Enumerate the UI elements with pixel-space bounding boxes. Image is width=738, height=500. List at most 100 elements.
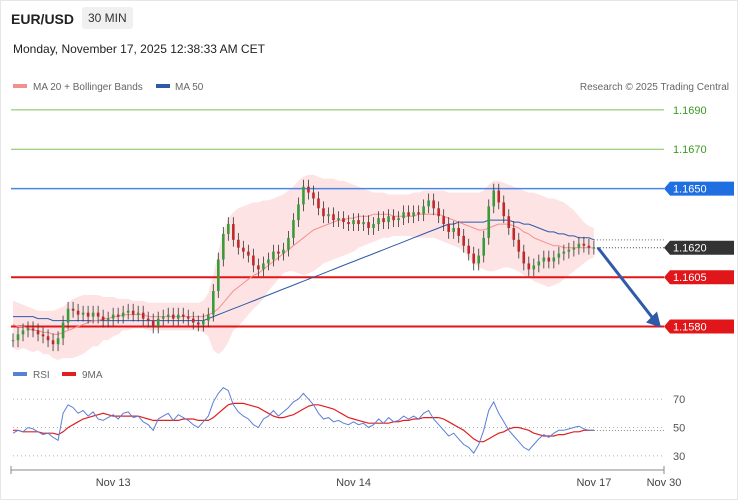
candle-body (196, 322, 200, 325)
candle (482, 230, 486, 263)
candle-body (462, 235, 465, 246)
candle (171, 307, 175, 326)
candle (136, 305, 140, 322)
candle (101, 309, 105, 328)
candle-body (247, 251, 250, 256)
candle (437, 201, 440, 224)
candle-body (507, 216, 511, 228)
candle (16, 327, 20, 348)
candle (467, 238, 470, 261)
candle (297, 197, 300, 228)
candle-body (181, 314, 185, 317)
candle (41, 327, 45, 344)
timeframe-badge[interactable]: 30 MIN (82, 7, 133, 29)
candle (217, 252, 220, 298)
candle-body (592, 247, 596, 249)
candle (497, 183, 501, 210)
candle (572, 240, 576, 257)
candle (282, 242, 285, 261)
candle-body (492, 190, 496, 207)
candle-body (287, 237, 290, 250)
candle-body (567, 249, 571, 252)
candle (86, 305, 90, 324)
candle-body (267, 259, 270, 264)
candle-body (312, 192, 315, 199)
candle-body (352, 220, 355, 225)
candle-body (151, 320, 155, 327)
candle-body (207, 314, 210, 321)
candle (232, 217, 235, 247)
candle (522, 244, 526, 271)
candle-body (86, 312, 90, 317)
candle-body (201, 320, 205, 325)
candle-body (51, 340, 55, 345)
candle (106, 311, 110, 328)
candle-body (242, 247, 245, 252)
candle-body (171, 314, 175, 319)
candle (292, 213, 295, 245)
rsi-chart: 70 50 30 (12, 387, 685, 463)
candle-body (166, 314, 170, 317)
candle (377, 211, 380, 231)
candle (11, 333, 15, 348)
candle-body (116, 314, 120, 317)
forecast-arrow-head (646, 311, 661, 328)
candle (442, 209, 445, 231)
candle (577, 236, 581, 255)
candle (547, 250, 551, 269)
candle (76, 303, 80, 322)
candle-body (512, 228, 516, 240)
candle (151, 313, 155, 334)
candle-body (432, 200, 435, 209)
candle (262, 256, 265, 277)
candle-body (272, 251, 275, 260)
candle (252, 248, 255, 273)
candle-body (577, 243, 581, 248)
candle (537, 254, 541, 273)
rsi-tick-label-2: 30 (673, 451, 685, 463)
candle (31, 321, 35, 338)
candle-body (227, 224, 230, 234)
candle (277, 244, 280, 261)
candle-body (367, 222, 370, 228)
candle (247, 244, 250, 263)
time-tick-label-2: Nov 17 (576, 477, 611, 489)
candle-body (482, 237, 486, 256)
candle (46, 329, 50, 348)
rsi-ma-legend-label: 9MA (82, 370, 103, 381)
candle-body (457, 228, 460, 236)
candle-body (562, 251, 566, 254)
candle-body (427, 200, 430, 207)
candle-body (121, 312, 125, 317)
candle (242, 240, 245, 259)
candle (487, 199, 491, 245)
candle-body (347, 222, 350, 225)
candle-body (522, 251, 526, 264)
candle-body (297, 204, 300, 221)
candle (477, 248, 481, 271)
candle (492, 183, 496, 214)
candle (36, 323, 40, 342)
candle-body (317, 198, 320, 209)
candle (367, 215, 370, 235)
candle (357, 213, 360, 231)
candle-body (237, 239, 240, 248)
candle (207, 307, 210, 328)
candle (146, 311, 150, 328)
candle-body (552, 257, 556, 262)
candle-body (477, 255, 481, 264)
candle (422, 199, 425, 222)
time-tick-label-0: Nov 13 (96, 477, 131, 489)
candle-body (176, 314, 180, 319)
candle (512, 221, 516, 247)
price-tag-3 (664, 240, 734, 255)
candle-body (362, 222, 365, 225)
candle-body (212, 291, 215, 315)
candle-body (327, 214, 330, 217)
candle (272, 244, 275, 267)
candle-body (537, 261, 541, 266)
candle-body (547, 257, 551, 262)
candle-body (467, 245, 470, 254)
price-chart: 1.1690 1.1670 1.1650 1.1620 1.1605 1.1580 (11, 105, 734, 360)
